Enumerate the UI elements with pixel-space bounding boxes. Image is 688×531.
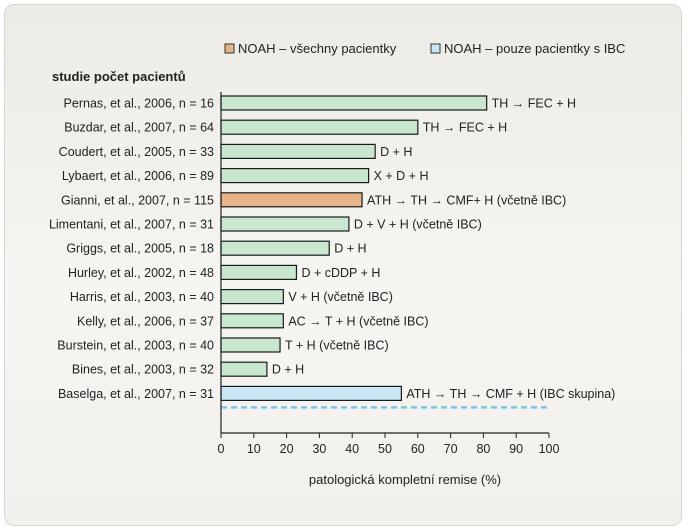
bar-label: D + H — [380, 145, 412, 159]
x-tick-label: 0 — [218, 442, 225, 456]
bar — [220, 313, 284, 329]
bar-label: ATH → TH → CMF + H (IBC skupina) — [406, 387, 615, 401]
legend: NOAH – všechny pacientky NOAH – pouze pac… — [224, 41, 625, 56]
bar-label: D + cDDP + H — [301, 266, 380, 280]
legend-swatch — [224, 43, 235, 54]
x-tick-label: 70 — [444, 442, 458, 456]
x-tick-label: 40 — [345, 442, 359, 456]
category-label: Harris, et al., 2003, n = 40 — [70, 290, 214, 304]
bar-label: X + D + H — [374, 169, 429, 183]
bar — [220, 119, 419, 135]
bar — [220, 95, 488, 111]
category-label: Hurley, et al., 2002, n = 48 — [68, 266, 214, 280]
bar-label: D + H — [334, 242, 366, 256]
bar-label: D + V + H (včetně IBC) — [354, 218, 482, 232]
bar — [220, 289, 284, 305]
category-label: Griggs, et al., 2005, n = 18 — [66, 242, 214, 256]
bar-label: ATH → TH → CMF+ H (včetně IBC) — [367, 193, 566, 207]
bars: Pernas, et al., 2006, n = 16 TH → FEC + H… — [49, 95, 615, 401]
category-label: Buzdar, et al., 2007, n = 64 — [64, 121, 214, 135]
bar — [220, 168, 370, 184]
x-tick-label: 80 — [476, 442, 490, 456]
category-label: Kelly, et al., 2006, n = 37 — [77, 314, 214, 328]
bar — [220, 216, 350, 232]
legend-swatch — [430, 43, 441, 54]
x-axis: 0 10 20 30 40 50 60 70 80 90 100 — [218, 92, 560, 456]
column-header: studie počet pacientů — [52, 69, 186, 84]
bar — [220, 385, 402, 401]
x-tick-label: 30 — [312, 442, 326, 456]
bar-label: TH → FEC + H — [423, 121, 507, 135]
category-label: Burstein, et al., 2003, n = 40 — [57, 339, 214, 353]
bar — [220, 143, 376, 159]
category-label: Gianni, et al., 2007, n = 115 — [61, 193, 214, 207]
bar — [220, 264, 298, 280]
x-tick-label: 50 — [378, 442, 392, 456]
bar — [220, 361, 268, 377]
legend-label: NOAH – pouze pacientky s IBC — [444, 41, 625, 56]
category-label: Coudert, et al., 2005, n = 33 — [59, 145, 214, 159]
x-tick-label: 60 — [411, 442, 425, 456]
x-axis-label: patologická kompletní remise (%) — [309, 472, 501, 487]
category-label: Limentani, et al., 2007, n = 31 — [49, 218, 214, 232]
legend-label: NOAH – všechny pacientky — [238, 41, 397, 56]
bar-label: D + H — [272, 363, 304, 377]
bar-label: T + H (včetně IBC) — [285, 339, 389, 353]
x-tick-label: 90 — [509, 442, 523, 456]
bar-label: V + H (včetně IBC) — [288, 290, 393, 304]
x-tick-label: 20 — [280, 442, 294, 456]
x-tick-label: 100 — [539, 442, 560, 456]
category-label: Bines, et al., 2003, n = 32 — [72, 363, 214, 377]
x-tick-label: 10 — [247, 442, 261, 456]
bar-label: TH → FEC + H — [492, 97, 576, 111]
category-label: Pernas, et al., 2006, n = 16 — [64, 97, 214, 111]
category-label: Lybaert, et al., 2006, n = 89 — [62, 169, 214, 183]
bar — [220, 192, 363, 208]
chart-panel — [4, 4, 682, 526]
bar — [220, 240, 330, 256]
category-label: Baselga, et al., 2007, n = 31 — [58, 387, 214, 401]
bar-label: AC → T + H (včetně IBC) — [288, 314, 428, 328]
bar — [220, 337, 281, 353]
